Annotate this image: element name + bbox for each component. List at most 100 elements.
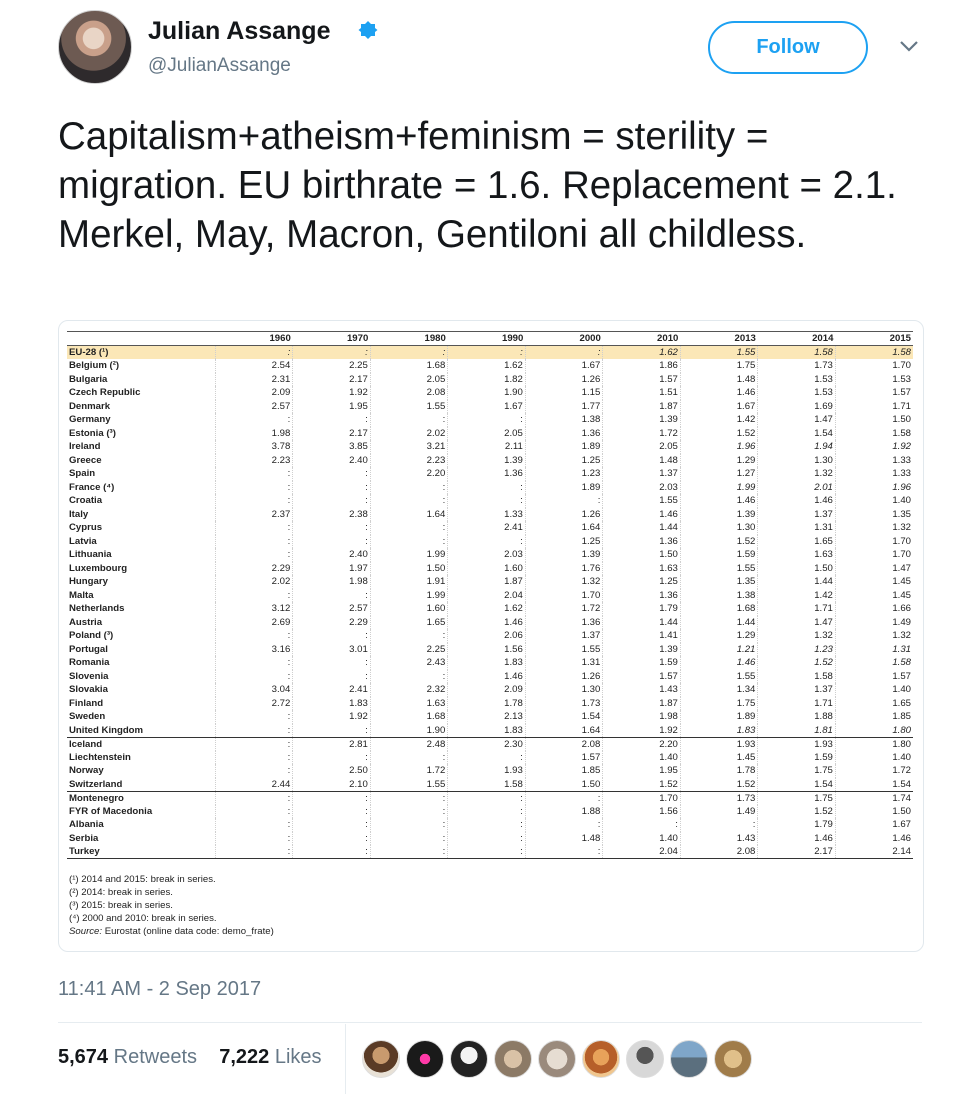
value-cell: 1.52: [679, 777, 758, 791]
value-cell: 1.46: [602, 507, 681, 521]
liker-avatar[interactable]: [582, 1040, 620, 1078]
user-handle[interactable]: @JulianAssange: [148, 55, 291, 76]
table-row: Italy 2.37 2.38 1.64 1.33 1.26 1.46 1.39 1.37 1.3…: [67, 507, 913, 521]
country-cell: Denmark: [69, 400, 111, 412]
table-row: Bulgaria 2.31 2.17 2.05 1.82 1.26 1.57 1.48 1.53…: [67, 372, 913, 386]
value-cell: :: [292, 669, 371, 683]
value-cell: :: [214, 548, 293, 562]
value-cell: :: [447, 790, 526, 805]
value-cell: 1.96: [834, 480, 913, 494]
value-cell: 1.36: [602, 534, 681, 548]
value-cell: 1.78: [679, 764, 758, 778]
value-cell: 2.03: [447, 548, 526, 562]
table-row: France (⁴)::::1.89 2.03 1.99 2.01 1.96: [67, 480, 913, 494]
value-cell: 1.53: [834, 372, 913, 386]
value-cell: :: [447, 818, 526, 832]
liker-avatar[interactable]: [362, 1040, 400, 1078]
fertility-table: 1960 1970 1980 1990 2000 2010 2013 2014 2015 EU-…: [67, 331, 913, 859]
value-cell: :: [214, 656, 293, 670]
follow-button[interactable]: Follow: [708, 21, 868, 74]
value-cell: 1.51: [602, 386, 681, 400]
value-cell: 1.66: [834, 602, 913, 616]
value-cell: 1.39: [602, 642, 681, 656]
value-cell: 1.67: [524, 359, 603, 373]
liker-avatar[interactable]: [670, 1040, 708, 1078]
tweet-timestamp[interactable]: 11:41 AM - 2 Sep 2017: [58, 978, 262, 1000]
value-cell: 1.52: [602, 777, 681, 791]
value-cell: 2.04: [602, 845, 681, 859]
value-cell: 1.92: [292, 710, 371, 724]
retweets-stat[interactable]: 5,674 Retweets: [58, 1046, 197, 1068]
value-cell: 3.85: [292, 440, 371, 454]
value-cell: 1.75: [757, 790, 836, 805]
value-cell: 1.88: [757, 710, 836, 724]
engagement-stats: 5,674 Retweets 7,222 Likes: [58, 1046, 322, 1069]
table-row: Portugal 3.16 3.01 2.25 1.56 1.55 1.39 1.21 1.23…: [67, 642, 913, 656]
value-cell: 1.95: [292, 399, 371, 413]
value-cell: 1.58: [757, 669, 836, 683]
value-cell: 1.31: [757, 521, 836, 535]
value-cell: 1.32: [757, 629, 836, 643]
value-cell: 1.50: [602, 548, 681, 562]
liker-avatar[interactable]: [538, 1040, 576, 1078]
liker-avatar[interactable]: [626, 1040, 664, 1078]
value-cell: 1.57: [602, 372, 681, 386]
value-cell: 2.17: [757, 845, 836, 859]
chevron-down-icon[interactable]: [898, 38, 920, 54]
liker-avatar[interactable]: [714, 1040, 752, 1078]
value-cell: 1.38: [524, 413, 603, 427]
verified-badge-icon: [358, 21, 378, 39]
year-header: 1960: [215, 331, 293, 346]
table-row: Poland (³):::2.06 1.37 1.41 1.29 1.32 1.32: [67, 629, 913, 643]
value-cell: 1.35: [679, 575, 758, 589]
source-label: Source:: [69, 926, 103, 937]
likes-stat[interactable]: 7,222 Likes: [219, 1046, 321, 1068]
table-row: FYR of Macedonia::::1.88 1.56 1.49 1.52 1.50: [67, 804, 913, 818]
country-cell: United Kingdom: [69, 724, 144, 736]
display-name[interactable]: Julian Assange: [148, 17, 331, 45]
value-cell: :: [292, 845, 371, 859]
value-cell: 2.41: [447, 521, 526, 535]
value-cell: :: [214, 494, 293, 508]
value-cell: 1.32: [834, 629, 913, 643]
value-cell: 1.38: [679, 588, 758, 602]
value-cell: 2.05: [602, 440, 681, 454]
value-cell: 1.37: [757, 507, 836, 521]
table-row: United Kingdom::1.90 1.83 1.64 1.92 1.83 1.81…: [67, 723, 913, 737]
value-cell: 1.39: [602, 413, 681, 427]
country-cell: Netherlands: [69, 603, 125, 615]
value-cell: 1.90: [369, 723, 448, 737]
value-cell: 1.23: [757, 642, 836, 656]
liker-avatar[interactable]: [406, 1040, 444, 1078]
value-cell: 2.05: [369, 372, 448, 386]
value-cell: :: [214, 845, 293, 859]
value-cell: 1.36: [602, 588, 681, 602]
value-cell: 1.86: [602, 359, 681, 373]
liker-avatar[interactable]: [450, 1040, 488, 1078]
avatar[interactable]: [58, 10, 132, 84]
value-cell: 2.09: [214, 386, 293, 400]
value-cell: 1.83: [292, 696, 371, 710]
value-cell: 1.72: [834, 764, 913, 778]
value-cell: :: [524, 845, 603, 859]
value-cell: 1.42: [679, 413, 758, 427]
value-cell: 1.71: [834, 399, 913, 413]
media-card[interactable]: 1960 1970 1980 1990 2000 2010 2013 2014 2015 EU-…: [58, 320, 924, 952]
value-cell: 2.03: [602, 480, 681, 494]
value-cell: 1.65: [834, 696, 913, 710]
value-cell: 1.64: [524, 521, 603, 535]
likes-label: Likes: [274, 1046, 322, 1068]
value-cell: 3.01: [292, 642, 371, 656]
country-cell: Austria: [69, 616, 103, 628]
value-cell: 2.23: [369, 453, 448, 467]
value-cell: :: [214, 831, 293, 845]
value-cell: 1.63: [369, 696, 448, 710]
value-cell: 1.62: [447, 602, 526, 616]
value-cell: 1.40: [834, 750, 913, 764]
table-row: Switzerland 2.44 2.10 1.55 1.58 1.50 1.52 1.52 1…: [67, 777, 913, 791]
value-cell: :: [369, 534, 448, 548]
value-cell: 1.73: [524, 696, 603, 710]
liker-avatar[interactable]: [494, 1040, 532, 1078]
value-cell: 2.40: [292, 453, 371, 467]
country-cell: Turkey: [67, 845, 216, 859]
